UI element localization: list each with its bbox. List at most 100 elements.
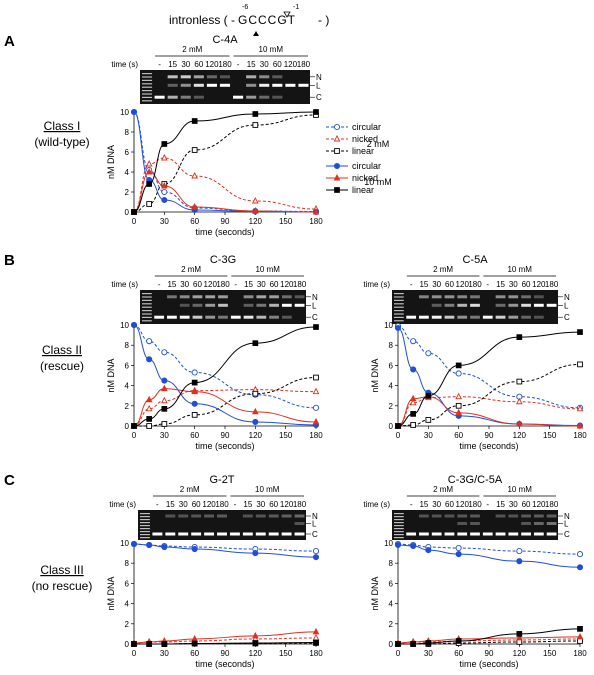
gel-band-linear bbox=[259, 83, 270, 87]
gel-band-nicked bbox=[180, 75, 191, 79]
lane-label: 180 bbox=[215, 500, 229, 509]
series-line bbox=[398, 640, 581, 645]
gel-band-nicked bbox=[256, 295, 267, 299]
data-point bbox=[576, 564, 584, 571]
y-tick-label: 0 bbox=[125, 208, 130, 217]
data-point bbox=[191, 412, 198, 418]
x-tick-label: 180 bbox=[309, 431, 323, 440]
ladder-band bbox=[142, 76, 153, 78]
gel-band-circular bbox=[444, 315, 455, 319]
gel-band-linear bbox=[294, 303, 305, 307]
gel-band-circular bbox=[192, 315, 203, 319]
gel-band-circular bbox=[243, 315, 254, 319]
series-line bbox=[133, 111, 317, 212]
x-tick-label: 120 bbox=[249, 649, 263, 658]
data-point bbox=[191, 546, 198, 553]
gel-image bbox=[140, 290, 306, 324]
data-point bbox=[160, 396, 168, 404]
legend: 2 mM 10 mM circular nicked linear circular n… bbox=[326, 122, 392, 195]
x-tick-label: 120 bbox=[249, 217, 263, 226]
data-point bbox=[516, 558, 523, 565]
data-point bbox=[160, 154, 168, 161]
gel-band-circular bbox=[546, 532, 557, 536]
gel-band-nicked bbox=[508, 514, 519, 518]
data-point bbox=[313, 324, 319, 330]
gel-band-nicked bbox=[167, 295, 177, 299]
ladder-band bbox=[394, 310, 404, 312]
gel-band-circular bbox=[268, 532, 279, 536]
gel-band-linear bbox=[256, 303, 267, 307]
data-point bbox=[312, 417, 320, 425]
section-letter-c: C bbox=[4, 472, 15, 489]
lane-label: 15 bbox=[419, 280, 428, 289]
lane-label: 30 bbox=[180, 280, 189, 289]
chart-title: C-3G bbox=[210, 254, 236, 266]
gel-band-linear bbox=[192, 303, 203, 307]
cleavage-site-filled-icon bbox=[253, 31, 259, 36]
gel-band-nicked bbox=[218, 295, 228, 299]
series-line bbox=[133, 389, 317, 427]
gel-band-circular bbox=[180, 95, 191, 99]
x-tick-label: 0 bbox=[132, 217, 137, 226]
gel-band-nicked bbox=[217, 514, 227, 518]
data-point bbox=[252, 340, 259, 347]
lane-label: 120 bbox=[280, 500, 294, 509]
data-point bbox=[516, 631, 523, 637]
gel-band-circular bbox=[521, 532, 531, 536]
lane-label: - bbox=[410, 280, 413, 289]
data-point bbox=[425, 417, 432, 423]
lane-label: 180 bbox=[293, 500, 307, 509]
data-point bbox=[455, 408, 463, 416]
gel-band-nicked bbox=[495, 295, 506, 299]
data-point bbox=[312, 548, 320, 555]
band-label: N bbox=[312, 512, 318, 521]
gel-band-linear bbox=[521, 303, 531, 307]
lane-label: 15 bbox=[243, 500, 252, 509]
ladder-band bbox=[394, 313, 404, 315]
gel-band-linear bbox=[193, 83, 204, 87]
data-point bbox=[394, 324, 402, 332]
gel-band-nicked bbox=[444, 295, 455, 299]
position-left: -6 bbox=[242, 4, 248, 11]
ladder-band bbox=[394, 303, 404, 305]
lane-label: - bbox=[158, 280, 161, 289]
gel-band-nicked bbox=[521, 295, 531, 299]
concentration-label: 2 mM bbox=[182, 45, 202, 54]
gel-band-circular bbox=[230, 315, 241, 319]
data-point bbox=[515, 397, 523, 405]
gel-band-nicked bbox=[268, 514, 279, 518]
x-tick-label: 60 bbox=[190, 217, 199, 226]
ladder-band bbox=[394, 519, 404, 521]
ladder-band bbox=[140, 531, 150, 533]
x-axis-label: time (seconds) bbox=[195, 441, 254, 451]
data-point bbox=[191, 172, 199, 179]
x-axis-label: time (seconds) bbox=[459, 441, 518, 451]
lane-label: 30 bbox=[179, 500, 188, 509]
gel-band-nicked bbox=[431, 295, 442, 299]
gel-band-circular bbox=[508, 315, 519, 319]
class-name: Class I bbox=[44, 119, 81, 133]
y-tick-label: 4 bbox=[125, 382, 130, 391]
band-label: L bbox=[564, 520, 569, 529]
lane-label: - bbox=[156, 500, 159, 509]
time-label: time (s) bbox=[363, 280, 390, 289]
data-point bbox=[252, 122, 259, 128]
y-tick-label: 0 bbox=[389, 640, 394, 649]
lane-label: 60 bbox=[273, 60, 282, 69]
data-point bbox=[455, 362, 462, 369]
time-label: time (s) bbox=[363, 500, 390, 509]
lane-label: 180 bbox=[468, 500, 482, 509]
ladder-band bbox=[142, 73, 153, 75]
gel-band-circular bbox=[242, 532, 253, 536]
class-name: Class III bbox=[40, 563, 83, 577]
concentration-label: 2 mM bbox=[433, 265, 453, 274]
class-description: (wild-type) bbox=[34, 135, 89, 149]
series-line bbox=[397, 543, 581, 555]
ladder-band bbox=[394, 296, 404, 298]
data-point bbox=[576, 404, 584, 412]
x-tick-label: 60 bbox=[454, 649, 463, 658]
concentration-label: 10 mM bbox=[255, 485, 280, 494]
series-line bbox=[397, 327, 581, 426]
